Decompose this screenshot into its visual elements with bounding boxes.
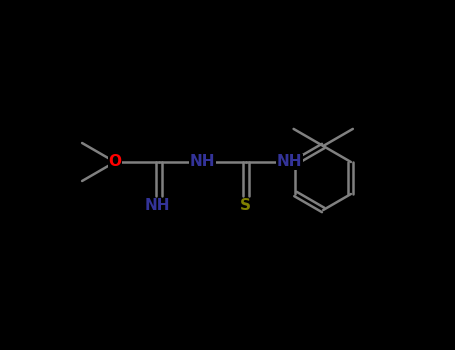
Text: NH: NH bbox=[277, 154, 303, 169]
Text: O: O bbox=[108, 154, 121, 169]
Text: NH: NH bbox=[145, 198, 171, 214]
Text: S: S bbox=[240, 198, 251, 214]
Text: NH: NH bbox=[190, 154, 215, 169]
